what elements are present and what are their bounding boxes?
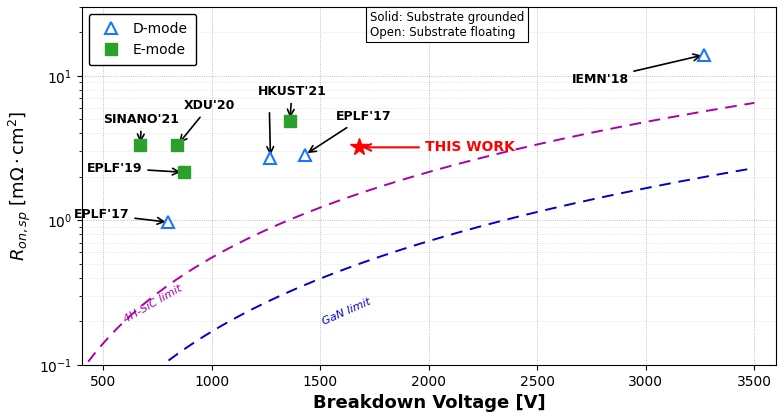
Y-axis label: $R_{on,sp}\ \mathrm{[m\Omega \cdot cm^2]}$: $R_{on,sp}\ \mathrm{[m\Omega \cdot cm^2]… (7, 111, 33, 261)
Legend: D-mode, E-mode: D-mode, E-mode (88, 14, 197, 65)
Text: EPLF'17: EPLF'17 (74, 208, 164, 224)
Text: THIS WORK: THIS WORK (365, 140, 514, 154)
Text: SINANO'21: SINANO'21 (103, 113, 179, 141)
Text: GaN limit: GaN limit (321, 296, 372, 326)
Text: 4H-SiC limit: 4H-SiC limit (122, 283, 184, 325)
Text: IEMN'18: IEMN'18 (572, 54, 700, 85)
X-axis label: Breakdown Voltage [V]: Breakdown Voltage [V] (312, 394, 545, 412)
Text: Solid: Substrate grounded
Open: Substrate floating: Solid: Substrate grounded Open: Substrat… (370, 10, 525, 39)
Text: EPLF'19: EPLF'19 (87, 162, 179, 175)
Text: XDU'20: XDU'20 (180, 99, 235, 142)
Text: EPLF'17: EPLF'17 (309, 110, 392, 152)
Text: HKUST'21: HKUST'21 (258, 85, 327, 116)
